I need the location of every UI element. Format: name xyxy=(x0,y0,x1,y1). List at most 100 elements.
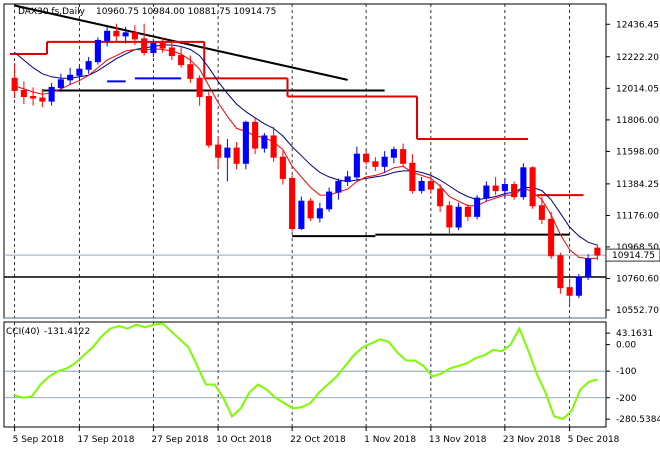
cci-value: -131.4122 xyxy=(44,327,90,337)
current-price-label: 10914.75 xyxy=(612,251,655,261)
candle-bull xyxy=(150,42,157,54)
candle-bear xyxy=(446,205,453,228)
candle-bull xyxy=(585,258,592,278)
x-tick-label: 17 Sep 2018 xyxy=(77,435,134,445)
candle-bear xyxy=(168,47,175,57)
y-tick-label: 10968.50 xyxy=(616,243,659,253)
y-tick-label: 11176.00 xyxy=(616,211,659,221)
candle-bull xyxy=(344,176,351,182)
candle-bear xyxy=(196,77,203,98)
cci-y-tick-label: -280.5384 xyxy=(616,415,660,425)
candle-bear xyxy=(11,77,18,91)
candle-bull xyxy=(261,135,268,149)
candle-bear xyxy=(548,218,555,257)
candle-bull xyxy=(57,79,64,88)
candle-bear xyxy=(233,147,240,164)
candle-bear xyxy=(594,247,601,256)
candle-bear xyxy=(113,30,120,37)
candle-bear xyxy=(30,96,37,99)
cci-y-tick-label: 0.00 xyxy=(616,341,636,351)
candle-bull xyxy=(390,149,397,158)
ma-slow-line xyxy=(14,44,598,246)
candle-bull xyxy=(335,180,342,193)
x-tick-label: 22 Oct 2018 xyxy=(290,435,346,445)
candle-bear xyxy=(307,200,314,219)
candle-bear xyxy=(289,177,296,230)
candle-bear xyxy=(557,255,564,289)
y-tick-label: 11806.00 xyxy=(616,116,659,126)
candle-bear xyxy=(279,156,286,179)
x-tick-label: 27 Sep 2018 xyxy=(151,435,208,445)
candle-bear xyxy=(427,180,434,190)
candle-bear xyxy=(252,121,259,149)
candle-bear xyxy=(400,149,407,164)
candle-bear xyxy=(437,188,444,207)
ohlc-values: 10960.75 10984.00 10881.75 10914.75 xyxy=(96,7,276,17)
y-tick-label: 12014.05 xyxy=(616,84,659,94)
candle-bull xyxy=(575,276,582,296)
candle-bull xyxy=(316,208,323,219)
candle-bear xyxy=(270,135,277,158)
candle-bull xyxy=(326,191,333,210)
candle-bull xyxy=(94,39,101,63)
candle-bull xyxy=(104,30,111,41)
x-tick-label: 5 Sep 2018 xyxy=(13,435,65,445)
y-tick-label: 12222.20 xyxy=(616,53,659,63)
cci-y-tick-label: -100 xyxy=(616,367,637,377)
candle-bear xyxy=(178,55,185,66)
x-tick-label: 13 Nov 2018 xyxy=(429,435,487,445)
candle-bull xyxy=(298,200,305,230)
x-tick-label: 5 Dec 2018 xyxy=(568,435,620,445)
candle-bull xyxy=(474,197,481,217)
candle-bull xyxy=(353,153,360,178)
y-tick-label: 10552.70 xyxy=(616,306,659,316)
candle-bear xyxy=(464,206,471,217)
candle-bear xyxy=(141,38,148,54)
cci-pane xyxy=(3,317,607,428)
axes: 5 Sep 2018 17 Sep 2018 27 Sep 2018 10 Oct 2… xyxy=(13,20,660,445)
x-tick-label: 10 Oct 2018 xyxy=(216,435,272,445)
candle-bull xyxy=(418,180,425,192)
candle-bear xyxy=(215,144,222,158)
symbol-title: DAX30.fs,Daily xyxy=(18,7,86,17)
candle-bull xyxy=(455,206,462,228)
candle-bear xyxy=(372,161,379,167)
y-tick-label: 10760.60 xyxy=(616,274,659,284)
y-tick-label: 11598.00 xyxy=(616,147,659,157)
ma-fast-line xyxy=(14,48,598,260)
candle-bear xyxy=(492,185,499,192)
candle-bear xyxy=(159,42,166,49)
cci-line xyxy=(14,322,598,421)
y-tick-label: 12436.45 xyxy=(616,20,659,30)
x-tick-label: 1 Nov 2018 xyxy=(364,435,416,445)
candle-bull xyxy=(67,74,74,81)
candle-bull xyxy=(48,86,55,102)
cci-y-tick-label: -200 xyxy=(616,394,637,404)
candle-bull xyxy=(85,61,92,70)
candle-bull xyxy=(520,167,527,198)
cci-frame xyxy=(3,321,607,428)
candle-bull xyxy=(76,68,83,76)
candle-bear xyxy=(39,97,46,102)
candle-bear xyxy=(529,167,536,207)
candle-bull xyxy=(242,121,249,164)
current-price-box xyxy=(605,248,660,262)
x-tick-label: 23 Nov 2018 xyxy=(503,435,561,445)
candle-bear xyxy=(187,64,194,79)
candle-bull xyxy=(122,32,129,37)
y-tick-label: 11384.25 xyxy=(616,180,659,190)
cci-y-tick-label: 43.1631 xyxy=(616,329,653,339)
candle-bull xyxy=(381,156,388,167)
candle-bear xyxy=(511,184,518,198)
candle-bear xyxy=(131,32,138,40)
candle-bear xyxy=(566,287,573,296)
candle-bear xyxy=(538,205,545,220)
candle-bear xyxy=(205,96,212,146)
candle-bull xyxy=(483,185,490,199)
candle-bear xyxy=(409,162,416,192)
candle-bull xyxy=(501,184,508,192)
candle-bear xyxy=(20,89,27,98)
cci-label: CCI(40) xyxy=(6,327,40,337)
candle-bear xyxy=(363,153,370,163)
